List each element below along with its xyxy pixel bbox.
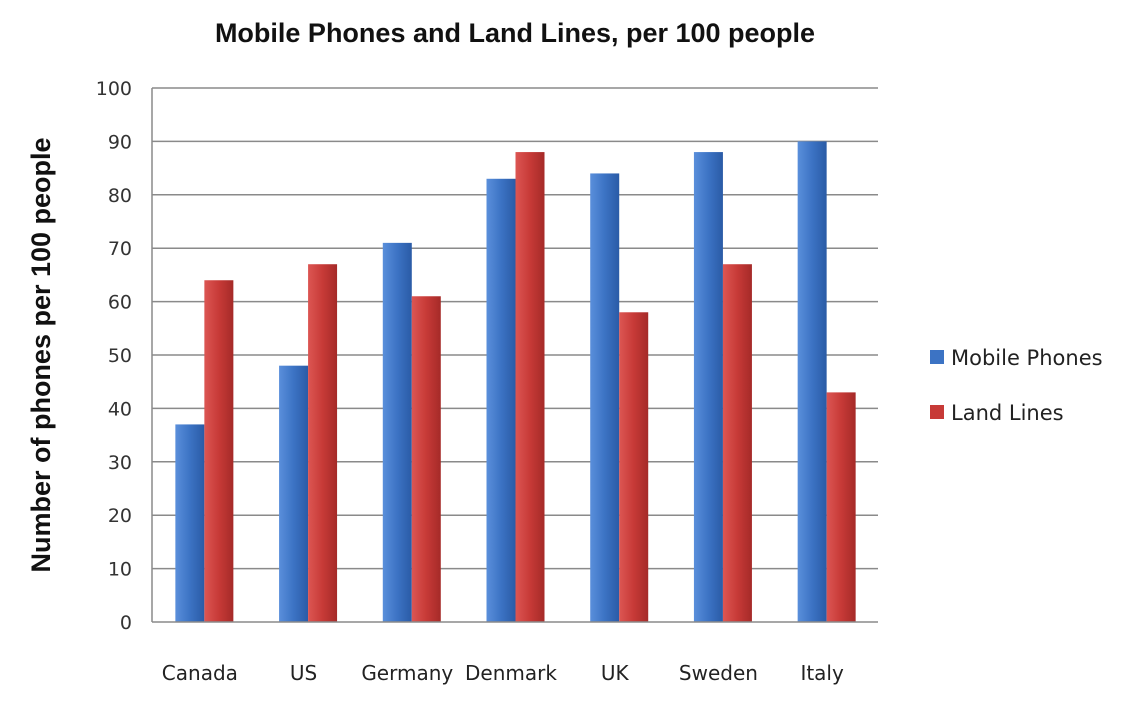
y-tick-label: 50 bbox=[108, 345, 132, 367]
y-tick-label: 30 bbox=[108, 452, 132, 474]
y-tick-label: 80 bbox=[108, 185, 132, 207]
bar-mobile-phones-denmark bbox=[486, 178, 516, 622]
bar-land-lines-italy bbox=[826, 392, 856, 622]
bar-land-lines-germany bbox=[411, 296, 441, 622]
y-tick-label: 10 bbox=[108, 559, 132, 581]
bar-mobile-phones-us bbox=[279, 365, 309, 622]
y-axis-ticks: 0 10 20 30 40 50 60 70 80 90 100 bbox=[96, 78, 132, 634]
bar-land-lines-us bbox=[308, 264, 338, 622]
chart-title: Mobile Phones and Land Lines, per 100 pe… bbox=[215, 18, 815, 48]
bar-mobile-phones-uk bbox=[590, 173, 620, 622]
bar-land-lines-canada bbox=[204, 280, 234, 622]
y-axis-label: Number of phones per 100 people bbox=[26, 137, 56, 572]
x-category-label: Denmark bbox=[465, 661, 557, 685]
legend-label-mobile-phones: Mobile Phones bbox=[951, 346, 1103, 370]
bar-mobile-phones-germany bbox=[382, 242, 412, 623]
bar-mobile-phones-italy bbox=[797, 141, 827, 622]
y-tick-label: 40 bbox=[108, 398, 132, 420]
y-tick-label: 70 bbox=[108, 238, 132, 260]
legend: Mobile Phones Land Lines bbox=[930, 346, 1103, 425]
legend-swatch-land-lines bbox=[930, 405, 944, 419]
y-tick-label: 60 bbox=[108, 292, 132, 314]
bar-mobile-phones-canada bbox=[175, 424, 205, 622]
y-tick-label: 100 bbox=[96, 78, 132, 100]
bar-land-lines-uk bbox=[619, 312, 649, 622]
bars bbox=[175, 141, 856, 623]
bar-land-lines-sweden bbox=[722, 264, 752, 622]
x-category-label: US bbox=[290, 661, 317, 685]
y-tick-label: 90 bbox=[108, 131, 132, 153]
bar-mobile-phones-sweden bbox=[693, 152, 723, 622]
x-category-label: UK bbox=[601, 661, 630, 685]
x-category-label: Sweden bbox=[679, 661, 758, 685]
x-category-label: Italy bbox=[800, 661, 844, 685]
x-category-label: Germany bbox=[361, 661, 453, 685]
y-tick-label: 0 bbox=[120, 612, 132, 634]
legend-swatch-mobile-phones bbox=[930, 350, 944, 364]
legend-label-land-lines: Land Lines bbox=[951, 401, 1064, 425]
y-tick-label: 20 bbox=[108, 505, 132, 527]
x-axis-categories: Canada US Germany Denmark UK Sweden Italy bbox=[162, 661, 844, 685]
x-category-label: Canada bbox=[162, 661, 238, 685]
bar-land-lines-denmark bbox=[515, 152, 545, 622]
